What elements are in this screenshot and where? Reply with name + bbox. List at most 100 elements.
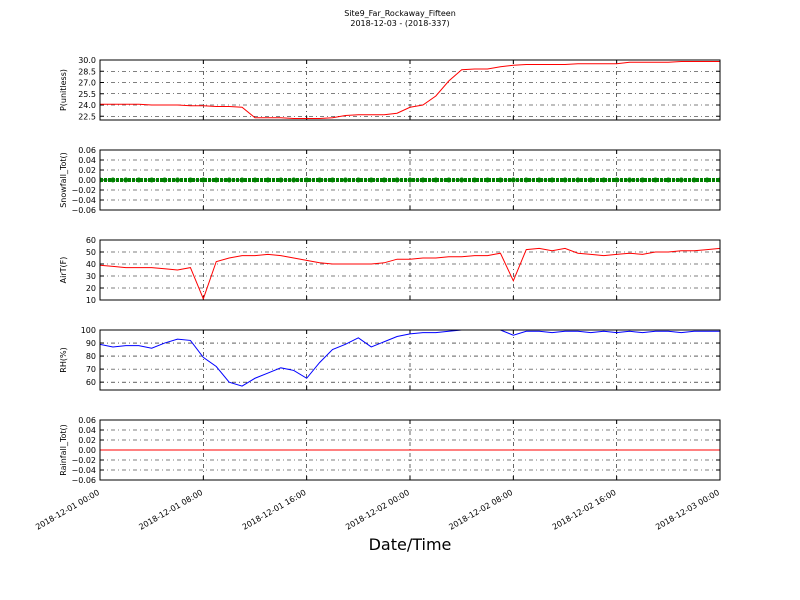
point <box>317 177 323 183</box>
point <box>330 177 335 183</box>
x-tick-label: 2018-12-02 00:00 <box>344 488 411 532</box>
point <box>575 177 581 183</box>
y-tick-label: 28.5 <box>78 67 96 76</box>
series <box>100 330 720 387</box>
y-tick-label: 40 <box>86 260 96 269</box>
y-axis-label: AirT(F) <box>59 257 68 284</box>
point <box>652 177 658 183</box>
point <box>239 177 245 183</box>
point <box>381 177 387 183</box>
point <box>420 177 426 183</box>
point <box>368 177 374 183</box>
y-tick-label: 20 <box>86 284 96 293</box>
point <box>627 177 633 183</box>
point <box>175 177 180 183</box>
axes-frame <box>99 59 721 121</box>
axes-frame <box>99 419 721 481</box>
point <box>100 177 103 183</box>
point <box>510 177 516 183</box>
series <box>100 61 720 119</box>
point <box>472 177 478 183</box>
axes-frame <box>99 329 721 391</box>
y-tick-label: 0.02 <box>78 166 96 175</box>
y-tick-label: 0.04 <box>78 156 96 165</box>
y-tick-label: 80 <box>86 352 96 361</box>
point <box>291 177 297 183</box>
x-tick-label: 2018-12-02 08:00 <box>447 488 514 532</box>
point <box>459 177 465 183</box>
line <box>100 330 720 387</box>
x-tick-label: 2018-12-01 00:00 <box>34 488 101 532</box>
point <box>588 177 594 183</box>
point <box>497 177 503 183</box>
point <box>614 177 620 183</box>
point <box>213 177 219 183</box>
y-tick-label: −0.02 <box>71 186 96 195</box>
axes-frame <box>99 149 721 211</box>
y-tick-label: 0.06 <box>78 416 96 425</box>
y-tick-label: 100 <box>81 326 96 335</box>
y-tick-label: 0.06 <box>78 146 96 155</box>
y-tick-label: 0.00 <box>78 176 96 185</box>
point <box>407 177 413 183</box>
point <box>123 177 129 183</box>
axes-frame <box>99 239 721 301</box>
point <box>162 177 168 183</box>
point <box>252 177 258 183</box>
y-tick-label: −0.06 <box>71 476 96 485</box>
point <box>342 177 348 183</box>
y-tick-label: 60 <box>86 236 96 245</box>
point <box>562 177 568 183</box>
point <box>704 177 710 183</box>
y-tick-label: 50 <box>86 248 96 257</box>
y-tick-label: 70 <box>86 365 96 374</box>
point <box>433 177 439 183</box>
y-tick-label: 10 <box>86 296 96 305</box>
x-tick-label: 2018-12-02 16:00 <box>551 488 618 532</box>
point <box>717 177 720 183</box>
series <box>100 177 720 183</box>
point <box>304 177 310 183</box>
point <box>136 177 142 183</box>
line <box>100 61 720 119</box>
y-tick-label: 25.5 <box>78 90 96 99</box>
point <box>149 177 155 183</box>
y-tick-label: −0.02 <box>71 456 96 465</box>
y-tick-label: 0.02 <box>78 436 96 445</box>
point <box>446 177 452 183</box>
y-tick-label: 0.04 <box>78 426 96 435</box>
chart-subtitle: 2018-12-03 - (2018-337) <box>350 19 449 28</box>
y-tick-label: −0.04 <box>71 196 96 205</box>
y-axis-label: P(unitless) <box>59 69 68 111</box>
point <box>678 177 684 183</box>
point <box>549 177 555 183</box>
y-tick-label: 27.0 <box>78 79 96 88</box>
point <box>536 177 542 183</box>
point <box>601 177 607 183</box>
y-tick-label: 30 <box>86 272 96 281</box>
y-tick-label: 90 <box>86 339 96 348</box>
line <box>100 247 720 300</box>
point <box>110 177 116 183</box>
chart-title: Site9_Far_Rockaway_Fifteen <box>344 9 456 18</box>
y-axis-label: Rainfall_Tot() <box>59 424 68 476</box>
x-tick-label: 2018-12-03 00:00 <box>654 488 721 532</box>
point <box>691 177 697 183</box>
y-tick-label: 30.0 <box>78 56 96 65</box>
y-tick-label: 60 <box>86 378 96 387</box>
y-axis-label: Snowfall_Tot() <box>59 152 68 208</box>
point <box>665 177 671 183</box>
y-tick-label: −0.06 <box>71 206 96 215</box>
point <box>278 177 284 183</box>
point <box>200 177 206 183</box>
point <box>640 177 645 183</box>
x-tick-label: 2018-12-01 08:00 <box>137 488 204 532</box>
x-tick-label: 2018-12-01 16:00 <box>241 488 308 532</box>
y-axis-label: RH(%) <box>59 347 68 372</box>
point <box>265 177 271 183</box>
y-tick-label: 24.0 <box>78 101 96 110</box>
point <box>355 177 361 183</box>
point <box>485 177 490 183</box>
series <box>100 247 720 300</box>
